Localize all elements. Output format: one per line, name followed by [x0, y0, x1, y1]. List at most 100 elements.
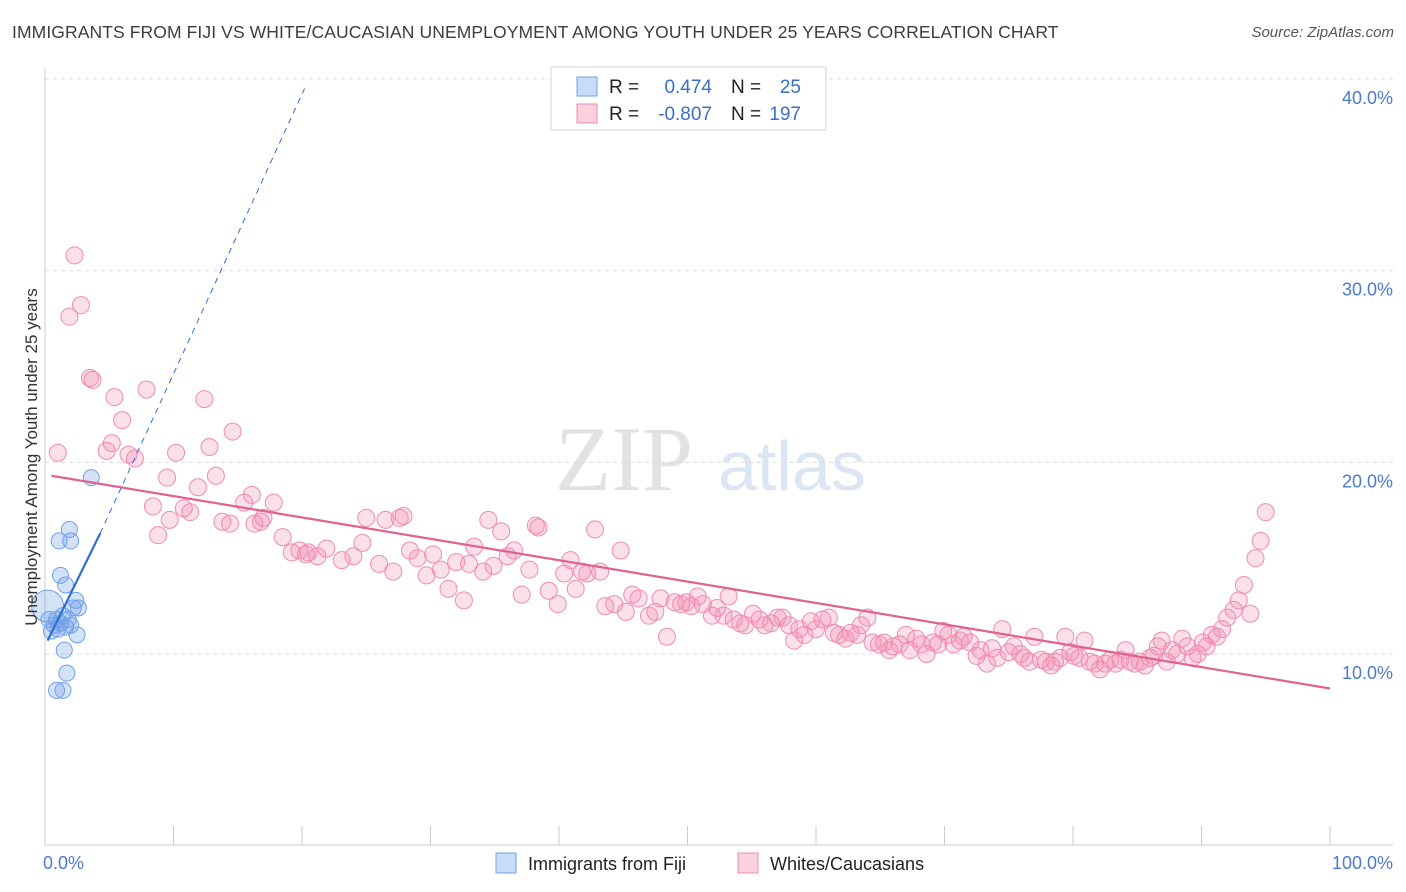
white-point-2 [60, 307, 79, 326]
fiji-point-24 [54, 681, 72, 699]
white-point-4 [83, 370, 102, 389]
white-point-196 [1246, 549, 1265, 568]
white-point-114 [819, 608, 838, 627]
white-point-42 [353, 533, 372, 552]
chart-title: IMMIGRANTS FROM FIJI VS WHITE/CAUCASIAN … [12, 22, 1059, 42]
white-point-85 [646, 602, 665, 621]
fiji-point-19 [57, 576, 75, 594]
white-point-169 [1111, 650, 1130, 669]
white-point-39 [296, 545, 315, 564]
white-point-43 [357, 508, 376, 527]
bottom-legend-swatch-white [737, 852, 759, 874]
white-point-78 [596, 597, 615, 616]
fiji-point-16 [50, 532, 68, 550]
white-point-1 [71, 296, 90, 315]
white-point-157 [1051, 648, 1070, 667]
white-point-128 [896, 625, 915, 644]
white-point-194 [1234, 576, 1253, 594]
white-point-54 [439, 579, 458, 598]
white-point-3 [80, 369, 99, 387]
white-point-36 [299, 543, 318, 562]
y-tick-label-40: 40.0% [1342, 88, 1393, 108]
white-point-25 [213, 512, 232, 531]
white-point-145 [988, 648, 1007, 667]
white-point-68 [529, 518, 548, 537]
bottom-legend-label-fiji: Immigrants from Fiji [528, 854, 686, 874]
white-point-50 [408, 549, 427, 568]
correlation-legend: R = 0.474 N = 25 R = -0.807 N = 197 [550, 66, 827, 131]
grid-lines [45, 78, 1393, 655]
chart-source: Source: ZipAtlas.com [1251, 24, 1394, 41]
white-point-144 [983, 639, 1002, 658]
white-point-8 [223, 422, 242, 441]
white-point-61 [484, 556, 503, 575]
white-point-41 [344, 547, 363, 566]
bottom-legend-swatch-fiji [495, 852, 517, 874]
white-point-40 [332, 551, 351, 570]
axes [44, 68, 1393, 846]
white-point-27 [242, 485, 261, 504]
white-point-80 [611, 541, 630, 560]
white-point-69 [539, 581, 558, 600]
white-point-38 [317, 539, 336, 558]
white-point-162 [1075, 631, 1094, 650]
fiji-point-10 [62, 616, 80, 634]
white-point-31 [245, 514, 264, 533]
fiji-point-13 [69, 599, 87, 617]
fiji-point-15 [51, 566, 69, 584]
fiji-point-22 [58, 664, 76, 682]
white-point-21 [143, 497, 162, 516]
legend-swatch-fiji [576, 76, 598, 97]
trend-lines [46, 88, 1331, 690]
white-point-52 [424, 545, 443, 564]
white-point-198 [1256, 503, 1275, 522]
white-point-6 [137, 380, 156, 399]
fiji-point-14 [68, 626, 86, 644]
white-point-97 [719, 587, 738, 606]
white-point-17 [200, 438, 219, 456]
white-point-44 [370, 554, 389, 573]
white-point-102 [750, 610, 769, 629]
fiji-trend-extension [99, 88, 306, 534]
y-tick-label-20: 20.0% [1342, 471, 1393, 491]
x-tick-label-100: 100.0% [1332, 853, 1393, 873]
white-point-91 [682, 597, 701, 616]
white-point-48 [394, 507, 413, 525]
white-point-191 [1218, 608, 1237, 627]
white-point-73 [566, 579, 585, 598]
white-point-67 [526, 516, 545, 535]
watermark-atlas: atlas [718, 427, 866, 505]
legend-r-value-white: -0.807 [658, 104, 712, 125]
white-point-129 [900, 641, 919, 660]
fiji-point-21 [55, 641, 73, 659]
white-point-183 [1178, 637, 1197, 656]
white-point-23 [181, 503, 200, 522]
white-point-152 [1025, 627, 1044, 646]
white-point-57 [460, 554, 479, 573]
white-point-112 [807, 620, 825, 639]
white-point-7 [195, 390, 214, 409]
white-point-87 [657, 627, 676, 646]
white-point-32 [149, 526, 168, 545]
white-point-9 [113, 411, 132, 430]
white-point-33 [273, 528, 292, 547]
legend-n-label-fiji: N = [731, 77, 761, 98]
white-point-5 [105, 388, 124, 407]
white-point-60 [479, 510, 498, 529]
white-point-83 [629, 589, 648, 608]
white-point-197 [1251, 531, 1270, 550]
white-point-148 [1004, 637, 1023, 656]
bottom-legend-label-white: Whites/Caucasians [770, 854, 924, 874]
white-point-96 [714, 606, 733, 625]
white-point-46 [384, 562, 403, 581]
white-point-113 [813, 610, 832, 629]
white-point-195 [1241, 604, 1260, 623]
white-point-45 [376, 510, 395, 529]
white-point-81 [616, 602, 635, 621]
white-point-19 [188, 478, 207, 497]
white-point-37 [308, 547, 327, 566]
watermark-zip: ZIP [555, 408, 693, 510]
white-point-130 [907, 629, 926, 648]
y-tick-label-10: 10.0% [1342, 663, 1393, 683]
white-point-119 [848, 625, 867, 644]
